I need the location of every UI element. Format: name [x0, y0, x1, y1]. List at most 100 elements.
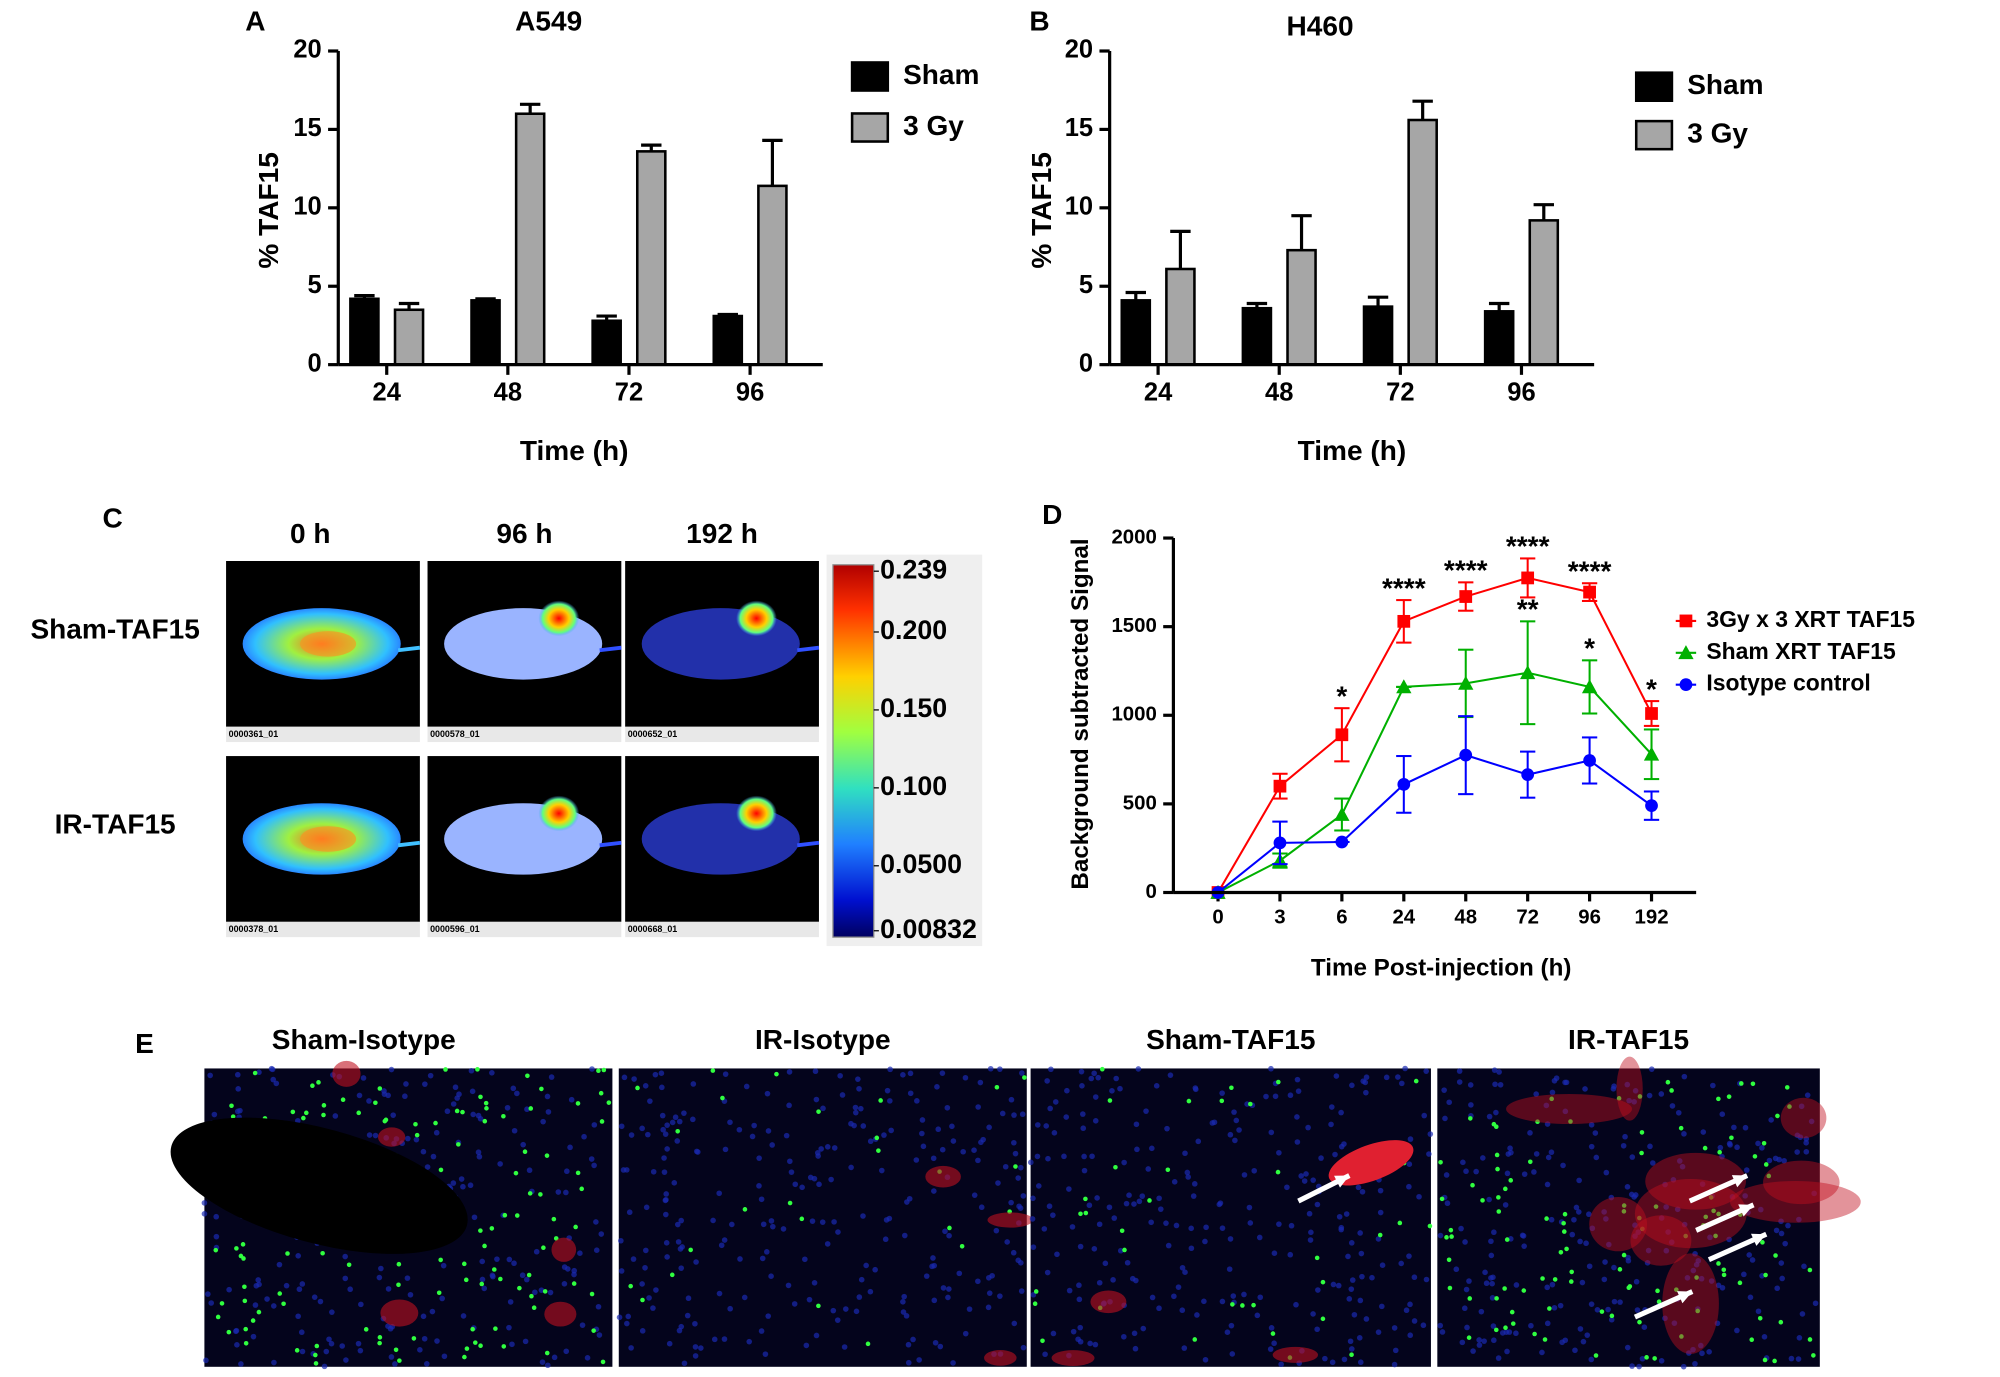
y-tick-label: 0 — [308, 349, 322, 377]
red-signal — [1630, 1215, 1692, 1266]
nucleus — [296, 1286, 303, 1293]
nucleus — [1092, 1094, 1099, 1100]
x-tick-label: 6 — [1336, 906, 1347, 928]
green-spot — [874, 1135, 880, 1141]
nucleus — [1011, 1320, 1018, 1327]
nucleus — [1110, 1277, 1116, 1283]
tumor-signal — [736, 795, 777, 832]
nucleus — [1046, 1203, 1053, 1210]
marker — [1583, 585, 1596, 599]
nucleus — [1549, 1281, 1556, 1288]
nucleus — [1470, 1348, 1476, 1354]
green-spot — [1726, 1094, 1732, 1099]
nucleus — [1521, 1171, 1528, 1177]
nucleus — [507, 1299, 514, 1305]
nucleus — [684, 1312, 691, 1319]
green-spot — [1427, 1223, 1433, 1229]
nucleus — [234, 1341, 240, 1348]
nucleus — [510, 1085, 517, 1092]
nucleus — [985, 1304, 992, 1311]
green-spot — [635, 1085, 640, 1091]
nucleus — [385, 1286, 392, 1292]
green-spot — [413, 1121, 418, 1127]
nucleus — [420, 1148, 427, 1155]
nucleus — [479, 1276, 486, 1283]
green-spot — [1811, 1353, 1816, 1358]
nucleus — [939, 1146, 946, 1153]
green-spot — [483, 1100, 489, 1106]
nucleus — [1624, 1081, 1631, 1088]
nucleus — [450, 1180, 457, 1186]
nucleus — [1481, 1338, 1487, 1344]
nucleus — [946, 1232, 952, 1239]
nucleus — [1799, 1311, 1806, 1317]
nucleus — [1533, 1091, 1539, 1097]
green-spot — [1721, 1272, 1727, 1278]
nucleus — [270, 1076, 277, 1083]
marker — [1458, 675, 1474, 690]
nucleus — [1636, 1363, 1642, 1370]
nucleus — [1662, 1181, 1668, 1188]
red-signal — [1051, 1350, 1095, 1366]
green-spot — [294, 1348, 300, 1353]
green-spot — [377, 1335, 383, 1340]
green-spot — [493, 1326, 498, 1331]
nucleus — [937, 1343, 944, 1350]
nucleus — [1611, 1298, 1618, 1305]
nucleus — [813, 1332, 820, 1339]
green-spot — [575, 1170, 581, 1176]
nucleus — [1359, 1188, 1366, 1195]
nucleus — [1295, 1088, 1302, 1094]
nucleus — [1463, 1168, 1469, 1175]
tumor-signal — [538, 600, 580, 637]
green-spot — [502, 1212, 508, 1218]
nucleus — [1276, 1221, 1282, 1227]
y-tick-label: 15 — [1065, 114, 1093, 142]
nucleus — [1066, 1186, 1072, 1192]
nucleus — [1663, 1204, 1669, 1210]
green-spot — [1750, 1081, 1756, 1087]
green-spot — [479, 1281, 485, 1287]
nucleus — [966, 1306, 973, 1312]
nucleus — [1358, 1250, 1365, 1257]
nucleus — [1625, 1257, 1632, 1264]
nucleus — [1156, 1305, 1162, 1312]
green-spot — [1320, 1316, 1326, 1322]
annotation: **** — [1506, 531, 1550, 562]
nucleus — [1375, 1329, 1382, 1335]
green-spot — [517, 1285, 522, 1291]
green-spot — [1448, 1227, 1454, 1233]
nucleus — [769, 1142, 775, 1148]
green-spot — [478, 1343, 483, 1349]
nucleus — [675, 1239, 682, 1245]
green-spot — [243, 1326, 249, 1332]
image-id: 0000361_01 — [229, 729, 279, 739]
nucleus — [677, 1246, 684, 1252]
nucleus — [1749, 1257, 1756, 1263]
nucleus — [999, 1110, 1006, 1117]
green-spot — [215, 1314, 221, 1320]
nucleus — [690, 1116, 696, 1123]
micrograph — [1437, 1068, 1820, 1367]
nucleus — [1087, 1340, 1093, 1347]
nucleus — [975, 1278, 981, 1285]
nucleus — [1486, 1196, 1492, 1203]
nucleus — [901, 1293, 907, 1300]
colorbar-tick-label: 0.239 — [880, 554, 947, 584]
nucleus — [329, 1309, 335, 1315]
nucleus — [1202, 1238, 1208, 1245]
nucleus — [579, 1322, 586, 1328]
nucleus — [1398, 1260, 1405, 1267]
nucleus — [818, 1146, 824, 1152]
green-spot — [356, 1110, 362, 1116]
red-signal — [1662, 1253, 1719, 1354]
nucleus — [1508, 1149, 1514, 1156]
nucleus — [581, 1133, 587, 1140]
nucleus — [388, 1354, 395, 1360]
green-spot — [484, 1106, 489, 1111]
nucleus — [1575, 1209, 1582, 1215]
y-tick-label: 500 — [1123, 792, 1157, 814]
image-caption-bg — [226, 726, 420, 743]
green-spot — [363, 1327, 369, 1332]
green-spot — [1558, 1249, 1564, 1255]
